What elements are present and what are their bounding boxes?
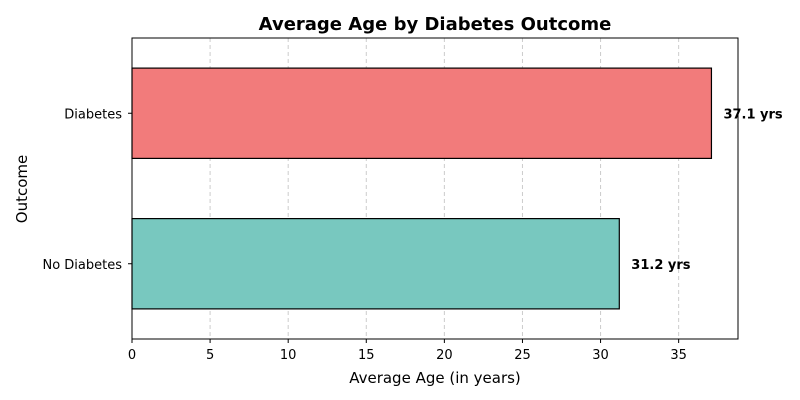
data-labels: 37.1 yrs 31.2 yrs: [631, 107, 783, 273]
bar-no-diabetes: [131, 218, 620, 310]
x-tick-label: 10: [280, 348, 297, 363]
x-axis-ticks: 0 5 10 15 20 25 30 35: [128, 339, 687, 363]
x-axis-label: Average Age (in years): [349, 369, 521, 387]
data-label: 37.1 yrs: [723, 107, 782, 122]
y-tick-label: No Diabetes: [42, 258, 122, 273]
chart-title: Average Age by Diabetes Outcome: [259, 14, 612, 35]
x-tick-label: 0: [128, 348, 136, 363]
x-tick-label: 35: [670, 348, 687, 363]
y-axis-label: Outcome: [13, 155, 31, 223]
plot-frame: [131, 37, 739, 340]
bars: [131, 67, 713, 310]
data-label: 31.2 yrs: [631, 258, 690, 273]
x-tick-label: 25: [514, 348, 531, 363]
y-axis-categories: Diabetes No Diabetes: [42, 107, 132, 273]
x-tick-label: 20: [436, 348, 453, 363]
x-tick-label: 15: [358, 348, 375, 363]
x-tick-label: 30: [592, 348, 609, 363]
bar-diabetes: [131, 67, 713, 160]
x-tick-label: 5: [206, 348, 214, 363]
y-tick-label: Diabetes: [64, 107, 122, 122]
